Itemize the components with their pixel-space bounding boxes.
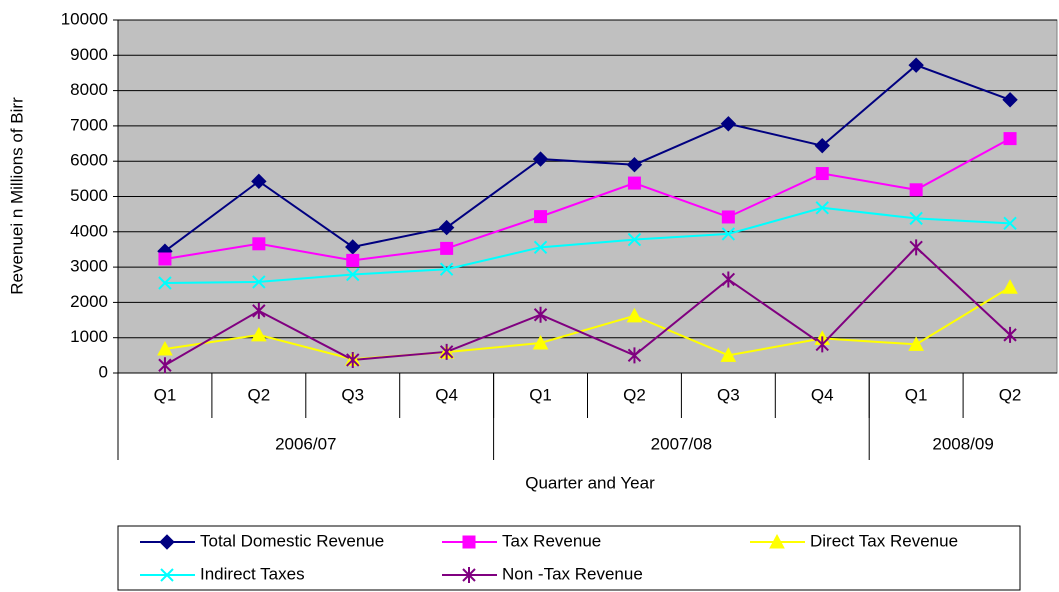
- point-marker: [440, 241, 454, 255]
- legend-marker: [159, 534, 175, 550]
- point-marker: [533, 240, 548, 255]
- legend-box: [117, 525, 1021, 591]
- series-line: [164, 206, 1011, 284]
- point-marker: [252, 302, 266, 319]
- point-marker: [346, 253, 360, 267]
- legend-marker: [160, 568, 174, 582]
- x-tick-label: Q1: [905, 385, 928, 404]
- point-marker: [1003, 132, 1017, 146]
- point-marker: [1002, 279, 1018, 294]
- y-tick-label: 0: [99, 362, 108, 381]
- point-marker: [439, 343, 454, 360]
- x-tick-label: Q4: [435, 385, 458, 404]
- y-tick-label: 2000: [70, 292, 108, 311]
- series-line: [164, 137, 1011, 262]
- y-tick-label: 7000: [70, 115, 108, 134]
- point-marker: [909, 239, 923, 256]
- category-group-label: 2006/07: [275, 434, 336, 453]
- point-marker: [626, 307, 643, 323]
- point-marker: [439, 262, 454, 276]
- y-tick-label: 8000: [70, 80, 108, 99]
- point-marker: [720, 347, 737, 362]
- x-tick-label: Q2: [248, 385, 271, 404]
- series-line: [164, 64, 1011, 253]
- series-line: [164, 286, 1011, 361]
- point-marker: [909, 211, 923, 226]
- y-tick-label: 6000: [70, 151, 108, 170]
- legend-label: Indirect Taxes: [200, 564, 305, 583]
- point-marker: [346, 267, 360, 282]
- point-marker: [627, 347, 642, 364]
- x-axis-label: Quarter and Year: [525, 473, 655, 492]
- point-marker: [720, 116, 737, 132]
- point-marker: [909, 183, 923, 197]
- x-tick-label: Q4: [811, 385, 834, 404]
- y-tick-label: 1000: [70, 327, 108, 346]
- point-marker: [721, 210, 735, 224]
- point-marker: [1003, 216, 1017, 231]
- y-tick-label: 4000: [70, 221, 108, 240]
- legend-marker: [769, 533, 785, 549]
- point-marker: [158, 276, 172, 290]
- x-tick-label: Q3: [717, 385, 740, 404]
- legend-label: Non -Tax Revenue: [502, 564, 643, 583]
- point-marker: [626, 157, 643, 173]
- legend-marker: [462, 567, 476, 583]
- y-tick-label: 5000: [70, 186, 108, 205]
- point-marker: [251, 326, 267, 342]
- point-marker: [252, 275, 266, 289]
- point-marker: [627, 232, 642, 247]
- y-tick-label: 3000: [70, 257, 108, 276]
- x-tick-label: Q2: [999, 385, 1022, 404]
- legend-marker: [462, 535, 476, 549]
- point-marker: [532, 334, 549, 350]
- point-marker: [157, 340, 173, 356]
- point-marker: [533, 306, 548, 323]
- point-marker: [534, 210, 548, 224]
- legend-label: Total Domestic Revenue: [200, 531, 384, 550]
- point-marker: [438, 219, 455, 236]
- point-marker: [815, 336, 829, 353]
- y-axis-label: Revenuei n Millions of Birr: [7, 97, 26, 295]
- point-marker: [815, 201, 829, 215]
- point-marker: [251, 173, 267, 190]
- point-marker: [721, 227, 736, 241]
- point-marker: [908, 57, 924, 73]
- point-marker: [721, 271, 736, 288]
- y-tick-label: 10000: [61, 9, 108, 28]
- point-marker: [158, 357, 172, 374]
- legend-label: Tax Revenue: [502, 531, 601, 550]
- point-marker: [908, 336, 924, 351]
- x-tick-label: Q1: [154, 385, 177, 404]
- point-marker: [815, 167, 829, 181]
- category-group-label: 2007/08: [651, 434, 712, 453]
- point-marker: [158, 252, 172, 266]
- y-tick-label: 9000: [70, 45, 108, 64]
- point-marker: [1002, 92, 1018, 108]
- point-marker: [814, 137, 830, 154]
- point-marker: [346, 351, 360, 368]
- x-tick-label: Q3: [341, 385, 364, 404]
- legend-label: Direct Tax Revenue: [810, 531, 958, 550]
- point-marker: [627, 176, 641, 190]
- point-marker: [252, 237, 266, 251]
- x-tick-label: Q2: [623, 385, 646, 404]
- point-marker: [532, 151, 549, 167]
- series-line: [164, 245, 1011, 367]
- category-group-label: 2008/09: [932, 434, 993, 453]
- point-marker: [1003, 326, 1017, 343]
- x-tick-label: Q1: [529, 385, 552, 404]
